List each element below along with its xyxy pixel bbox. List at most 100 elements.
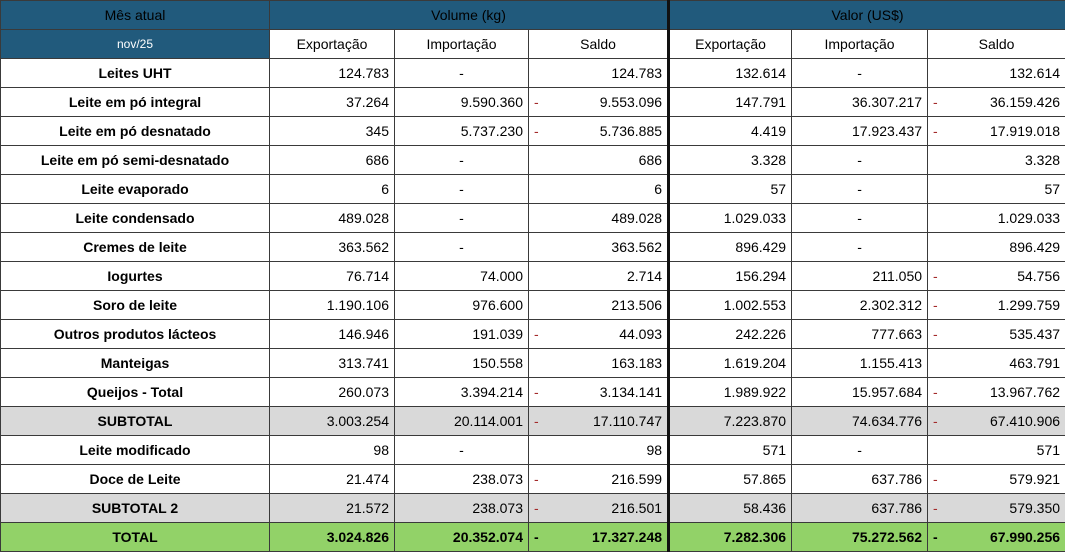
cell-value-import: 777.663 <box>791 319 929 349</box>
cell-value-import: - <box>791 174 929 204</box>
table-row: Queijos - Total260.0733.394.2143.134.141… <box>0 377 1065 407</box>
cell-value-export: 1.002.553 <box>668 290 793 320</box>
cell-value-export: 132.614 <box>668 58 793 88</box>
table-row: Leite evaporado 6-6 57-57 <box>0 174 1065 204</box>
cell-volume-balance: 3.134.141 <box>527 377 671 407</box>
cell-value-balance: 67.410.906 <box>927 406 1065 436</box>
cell-value-balance: 463.791 <box>927 348 1065 378</box>
table-row: Cremes de leite 363.562-363.562 896.429-89… <box>0 232 1065 262</box>
subtotal-row: SUBTOTAL 221.572238.073216.50158.436637.… <box>0 493 1065 523</box>
table-row: Manteigas 313.741 150.558 163.183 1.619.204 1… <box>0 348 1065 378</box>
current-month-label: Mês atual <box>0 0 270 30</box>
cell-value-export: 571 <box>668 435 793 465</box>
cell-volume-export: 686 <box>269 145 395 175</box>
cell-volume-balance: 489.028 <box>527 203 671 233</box>
cell-volume-export: 21.474 <box>269 464 395 494</box>
cell-value-export: 896.429 <box>668 232 793 262</box>
cell-volume-export: 6 <box>269 174 395 204</box>
cell-value-export: 7.223.870 <box>668 406 793 436</box>
cell-volume-balance: 98 <box>527 435 671 465</box>
cell-value-balance: 535.437 <box>927 319 1065 349</box>
row-label: Leite em pó desnatado <box>0 116 270 146</box>
cell-value-import: - <box>791 203 929 233</box>
table-row: Leite em pó semi-desnatado 686-686 3.328-3… <box>0 145 1065 175</box>
cell-volume-import: - <box>394 232 529 262</box>
col-header-volume-import: Importação <box>394 29 529 59</box>
cell-value-balance: 1.299.759 <box>927 290 1065 320</box>
cell-volume-export: 146.946 <box>269 319 395 349</box>
row-label: Queijos - Total <box>0 377 270 407</box>
cell-value-balance: 57 <box>927 174 1065 204</box>
cell-volume-import: 20.352.074 <box>394 522 529 552</box>
cell-value-import: 2.302.312 <box>791 290 929 320</box>
cell-volume-import: 238.073 <box>394 464 529 494</box>
table-row: Leite modificado 98-98 571-571 <box>0 435 1065 465</box>
cell-volume-import: 976.600 <box>394 290 529 320</box>
cell-value-import: - <box>791 145 929 175</box>
cell-volume-balance: 686 <box>527 145 671 175</box>
cell-volume-balance: 163.183 <box>527 348 671 378</box>
cell-volume-export: 21.572 <box>269 493 395 523</box>
cell-volume-balance: 5.736.885 <box>527 116 671 146</box>
cell-value-balance: 896.429 <box>927 232 1065 262</box>
cell-volume-export: 363.562 <box>269 232 395 262</box>
cell-value-export: 1.029.033 <box>668 203 793 233</box>
table-row: Iogurtes76.71474.0002.714156.294211.0505… <box>0 261 1065 291</box>
cell-value-export: 57.865 <box>668 464 793 494</box>
cell-value-import: 637.786 <box>791 493 929 523</box>
row-label: Outros produtos lácteos <box>0 319 270 349</box>
cell-volume-export: 124.783 <box>269 58 395 88</box>
cell-volume-balance: 363.562 <box>527 232 671 262</box>
cell-volume-import: - <box>394 203 529 233</box>
cell-volume-import: - <box>394 145 529 175</box>
cell-value-export: 4.419 <box>668 116 793 146</box>
cell-value-import: - <box>791 58 929 88</box>
cell-volume-import: 74.000 <box>394 261 529 291</box>
cell-value-balance: 132.614 <box>927 58 1065 88</box>
cell-volume-import: 238.073 <box>394 493 529 523</box>
cell-volume-balance: 9.553.096 <box>527 87 671 117</box>
cell-volume-import: 9.590.360 <box>394 87 529 117</box>
value-group-header: Valor (US$) <box>668 0 1065 30</box>
table-row: Outros produtos lácteos146.946191.03944.… <box>0 319 1065 349</box>
cell-value-import: - <box>791 232 929 262</box>
cell-value-import: 74.634.776 <box>791 406 929 436</box>
cell-volume-balance: 216.501 <box>527 493 671 523</box>
cell-volume-export: 3.003.254 <box>269 406 395 436</box>
cell-volume-import: - <box>394 58 529 88</box>
cell-volume-import: 150.558 <box>394 348 529 378</box>
cell-value-balance: 17.919.018 <box>927 116 1065 146</box>
cell-volume-export: 345 <box>269 116 395 146</box>
cell-value-export: 1.619.204 <box>668 348 793 378</box>
row-label: Soro de leite <box>0 290 270 320</box>
row-label: Manteigas <box>0 348 270 378</box>
table-row: Leite condensado 489.028-489.028 1.029.033… <box>0 203 1065 233</box>
cell-volume-export: 3.024.826 <box>269 522 395 552</box>
table-row: Leite em pó desnatado3455.737.2305.736.8… <box>0 116 1065 146</box>
cell-value-export: 1.989.922 <box>668 377 793 407</box>
total-row: TOTAL3.024.82620.352.07417.327.2487.282.… <box>0 522 1065 552</box>
cell-value-balance: 54.756 <box>927 261 1065 291</box>
cell-volume-import: 191.039 <box>394 319 529 349</box>
row-label: TOTAL <box>0 522 270 552</box>
volume-group-header: Volume (kg) <box>268 0 671 30</box>
row-label: Iogurtes <box>0 261 270 291</box>
cell-value-import: 637.786 <box>791 464 929 494</box>
cell-value-balance: 67.990.256 <box>927 522 1065 552</box>
cell-value-import: 36.307.217 <box>791 87 929 117</box>
row-label: SUBTOTAL <box>0 406 270 436</box>
cell-value-balance: 36.159.426 <box>927 87 1065 117</box>
month-label: nov/25 <box>0 29 270 59</box>
col-header-volume-balance: Saldo <box>527 29 671 59</box>
cell-volume-import: - <box>394 435 529 465</box>
cell-value-balance: 579.921 <box>927 464 1065 494</box>
cell-volume-export: 260.073 <box>269 377 395 407</box>
cell-volume-import: - <box>394 174 529 204</box>
cell-volume-export: 313.741 <box>269 348 395 378</box>
column-header-row: nov/25 Exportação Importação Saldo Expor… <box>0 29 1065 59</box>
row-label: Leites UHT <box>0 58 270 88</box>
cell-value-import: 75.272.562 <box>791 522 929 552</box>
cell-volume-balance: 216.599 <box>527 464 671 494</box>
cell-value-export: 242.226 <box>668 319 793 349</box>
cell-value-import: 211.050 <box>791 261 929 291</box>
